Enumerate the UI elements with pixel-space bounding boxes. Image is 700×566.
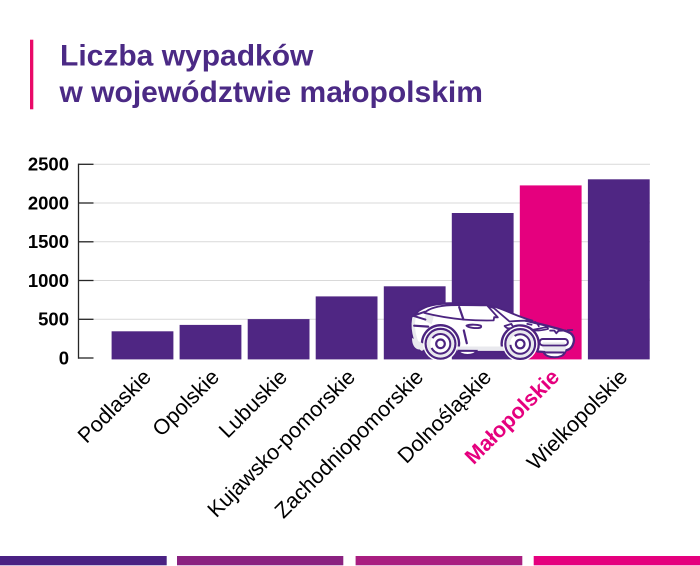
- svg-text:w województwie małopolskim: w województwie małopolskim: [59, 76, 483, 109]
- svg-text:1000: 1000: [28, 270, 69, 291]
- svg-text:2000: 2000: [28, 192, 69, 213]
- svg-text:Opolskie: Opolskie: [148, 365, 224, 441]
- svg-text:Podlaskie: Podlaskie: [73, 365, 156, 448]
- svg-text:Liczba wypadków: Liczba wypadków: [60, 39, 314, 72]
- svg-text:2500: 2500: [28, 154, 69, 175]
- svg-text:0: 0: [59, 347, 69, 368]
- svg-text:1500: 1500: [28, 231, 69, 252]
- svg-text:500: 500: [38, 309, 69, 330]
